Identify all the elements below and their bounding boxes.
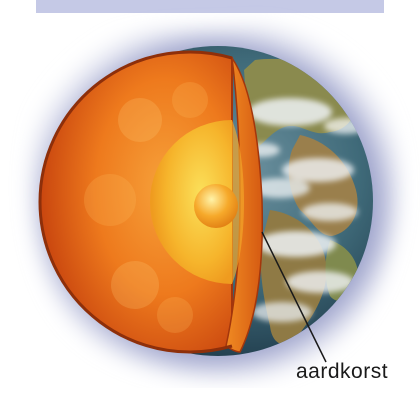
crust: [38, 50, 233, 354]
outer-core: [149, 119, 232, 284]
crust-pointer-line: [261, 231, 327, 363]
mantle-texture: [84, 82, 208, 333]
crust-label: aardkorst: [296, 360, 389, 383]
interior-cutaway: [38, 50, 264, 354]
inner-core: [194, 184, 238, 228]
header-strip: [36, 0, 384, 13]
